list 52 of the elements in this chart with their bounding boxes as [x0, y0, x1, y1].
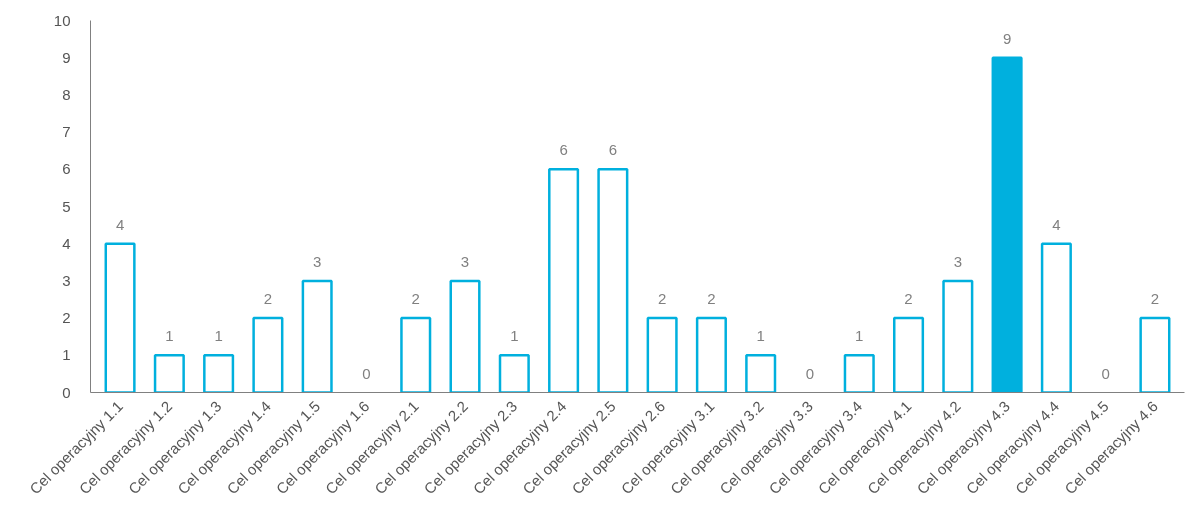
bar: [942, 279, 974, 393]
bar: [301, 279, 333, 393]
data-label: 1: [756, 327, 765, 345]
data-label: 1: [855, 327, 864, 345]
bar: [400, 316, 432, 393]
y-tick-label: 4: [62, 234, 71, 252]
bar: [843, 354, 875, 393]
bar: [695, 316, 727, 393]
data-label: 1: [510, 327, 519, 345]
data-label: 2: [657, 290, 667, 308]
data-label: 3: [953, 252, 962, 270]
data-label: 4: [115, 215, 125, 233]
data-label: 2: [904, 290, 913, 308]
y-tick-label: 5: [62, 197, 71, 215]
y-tick-label: 6: [62, 160, 71, 178]
data-label: 2: [411, 290, 420, 308]
data-label: 1: [165, 327, 174, 345]
bar: [104, 242, 136, 393]
y-tick-label: 9: [62, 48, 71, 66]
bar: [1139, 316, 1171, 393]
y-tick-label: 2: [62, 309, 71, 327]
data-label: 4: [1052, 215, 1061, 233]
y-tick-label: 0: [62, 383, 71, 401]
bar: [991, 56, 1023, 393]
data-label: 6: [559, 141, 568, 159]
bar: [203, 354, 235, 393]
data-label: 1: [214, 327, 223, 345]
data-label: 2: [1150, 290, 1160, 308]
y-tick-label: 8: [62, 85, 71, 103]
bar: [1040, 242, 1072, 393]
bar: [498, 354, 530, 393]
y-tick-label: 3: [62, 271, 71, 289]
data-label: 3: [313, 252, 322, 270]
data-label: 9: [1002, 29, 1012, 47]
bar: [548, 168, 580, 393]
bar: [646, 316, 678, 393]
bar: [449, 279, 481, 393]
data-label: 3: [460, 252, 470, 270]
data-label: 0: [805, 364, 815, 382]
y-tick-label: 1: [62, 346, 71, 364]
bar: [745, 354, 777, 393]
bar: [252, 316, 284, 393]
data-label: 2: [263, 290, 273, 308]
bar: [153, 354, 185, 393]
bar: [892, 316, 925, 393]
data-label: 2: [707, 290, 716, 308]
y-tick-label: 7: [62, 123, 71, 141]
y-tick-label: 10: [53, 11, 71, 29]
data-label: 0: [362, 364, 371, 382]
data-label: 0: [1101, 364, 1110, 382]
bar: [597, 168, 629, 393]
data-label: 6: [608, 141, 618, 159]
